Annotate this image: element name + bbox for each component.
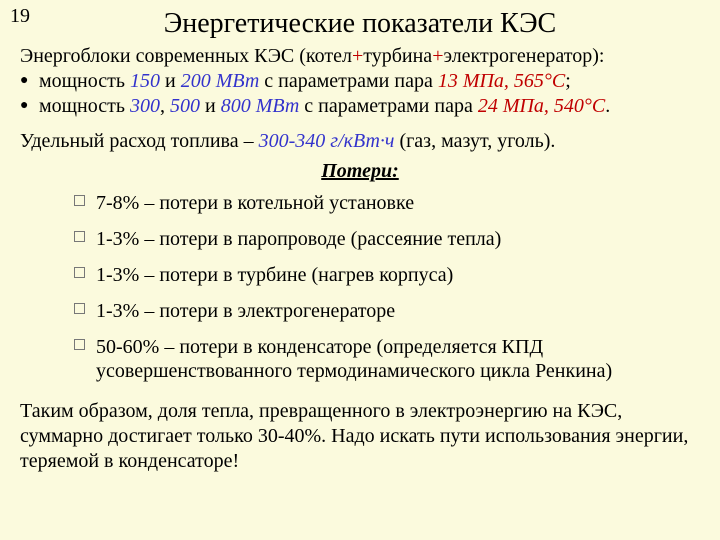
text: . xyxy=(605,95,610,117)
text: ; xyxy=(565,70,571,92)
loss-item: 7-8% – потери в котельной установке xyxy=(74,185,700,221)
value: 300-340 г/кВт·ч xyxy=(259,130,395,152)
intro-mid1: турбина xyxy=(363,45,432,67)
bullet-2: мощность 300, 500 и 800 МВт с параметрам… xyxy=(20,94,700,119)
text: (газ, мазут, уголь). xyxy=(394,130,555,152)
loss-item: 50-60% – потери в конденсаторе (определя… xyxy=(74,329,700,389)
text: с параметрами пара xyxy=(299,95,478,117)
value: 200 МВт xyxy=(181,70,260,92)
text: и xyxy=(160,70,181,92)
value: 300 xyxy=(130,95,160,117)
plus-icon: + xyxy=(352,45,363,67)
slide-title: Энергетические показатели КЭС xyxy=(20,8,700,40)
value: 500 xyxy=(170,95,200,117)
loss-item: 1-3% – потери в паропроводе (рассеяние т… xyxy=(74,221,700,257)
loss-item: 1-3% – потери в электрогенераторе xyxy=(74,293,700,329)
fuel-line: Удельный расход топлива – 300-340 г/кВт·… xyxy=(20,129,700,154)
losses-list: 7-8% – потери в котельной установке 1-3%… xyxy=(74,185,700,389)
value: 800 МВт xyxy=(221,95,300,117)
text: и xyxy=(200,95,221,117)
value: 24 МПа, 540°С xyxy=(478,95,605,117)
value: 13 МПа, 565°С xyxy=(438,70,565,92)
bullet-1: мощность 150 и 200 МВт с параметрами пар… xyxy=(20,69,700,94)
intro-prefix: Энергоблоки современных КЭС (котел xyxy=(20,45,352,67)
text: с параметрами пара xyxy=(259,70,438,92)
text: мощность xyxy=(39,70,130,92)
intro-line: Энергоблоки современных КЭС (котел+турби… xyxy=(20,44,700,69)
conclusion: Таким образом, доля тепла, превращенного… xyxy=(20,399,700,474)
plus-icon: + xyxy=(432,45,443,67)
intro-mid2: электрогенератор): xyxy=(443,45,604,67)
losses-heading: Потери: xyxy=(20,160,700,183)
loss-item: 1-3% – потери в турбине (нагрев корпуса) xyxy=(74,257,700,293)
slide: 19 Энергетические показатели КЭС Энергоб… xyxy=(0,0,720,540)
text: мощность xyxy=(39,95,130,117)
text: , xyxy=(160,95,170,117)
text: Удельный расход топлива – xyxy=(20,130,259,152)
power-bullets: мощность 150 и 200 МВт с параметрами пар… xyxy=(20,69,700,119)
page-number: 19 xyxy=(10,6,24,26)
value: 150 xyxy=(130,70,160,92)
